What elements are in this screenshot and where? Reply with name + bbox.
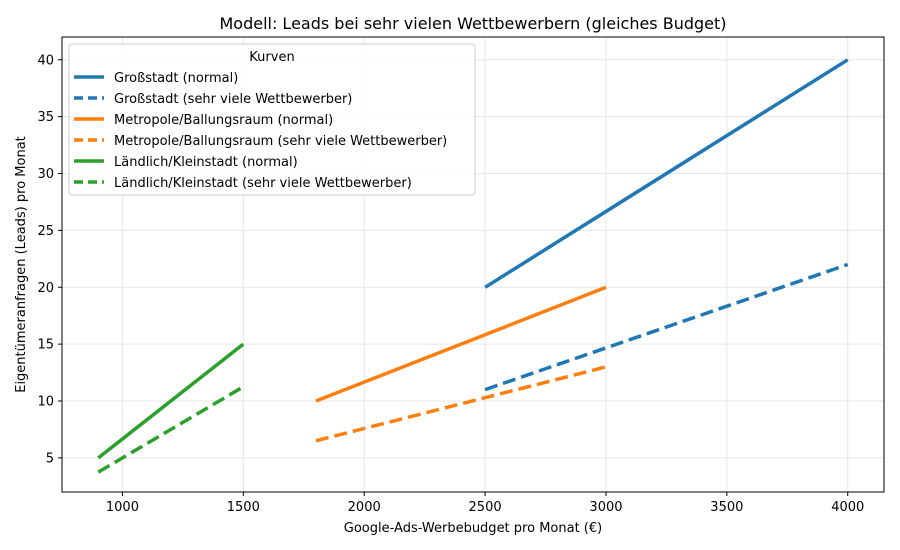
x-tick-label: 4000: [831, 500, 864, 515]
y-axis: 5 10 15 20 25 30 35 40: [37, 53, 62, 466]
y-tick-label: 25: [37, 224, 54, 239]
legend-title: Kurven: [249, 50, 294, 65]
legend-entry: Ländlich/Kleinstadt (normal): [114, 155, 298, 170]
x-tick-label: 1500: [227, 500, 260, 515]
series-line: [484, 58, 849, 289]
plot-frame: [61, 36, 885, 493]
y-tick-label: 40: [37, 53, 54, 68]
y-tick-label: 30: [37, 167, 54, 182]
series-group: [97, 58, 849, 474]
x-axis: 1000 1500 2000 2500 3000 3500 4000: [106, 492, 864, 515]
legend-entry: Ländlich/Kleinstadt (sehr viele Wettbewe…: [114, 176, 412, 191]
legend-entry: Großstadt (sehr viele Wettbewerber): [114, 92, 352, 107]
legend-entry: Großstadt (normal): [114, 71, 238, 86]
x-tick-label: 1000: [106, 500, 139, 515]
y-tick-label: 15: [37, 338, 54, 353]
y-tick-label: 35: [37, 110, 54, 125]
y-axis-label: Eigentümeranfragen (Leads) pro Monat: [14, 136, 29, 393]
x-tick-label: 2500: [469, 500, 502, 515]
legend-entry: Metropole/Ballungsraum (normal): [114, 113, 333, 128]
series-line: [97, 385, 245, 474]
x-axis-label: Google-Ads-Werbebudget pro Monat (€): [344, 521, 602, 536]
legend-entry: Metropole/Ballungsraum (sehr viele Wettb…: [114, 134, 447, 149]
series-line: [315, 285, 607, 403]
x-tick-label: 2000: [348, 500, 381, 515]
legend-items: Großstadt (normal) Großstadt (sehr viele …: [74, 71, 447, 191]
series-line: [97, 342, 245, 460]
y-tick-label: 20: [37, 281, 54, 296]
y-tick-label: 5: [46, 451, 54, 466]
x-tick-label: 3000: [589, 500, 622, 515]
series-line: [484, 262, 849, 392]
legend: Kurven Großstadt (normal) Großstadt (sehr…: [68, 43, 476, 196]
legend-box: [68, 43, 476, 196]
series-line: [315, 365, 607, 443]
x-tick-label: 3500: [710, 500, 743, 515]
chart-title: Modell: Leads bei sehr vielen Wettbewerb…: [219, 14, 726, 33]
y-tick-label: 10: [37, 395, 54, 410]
